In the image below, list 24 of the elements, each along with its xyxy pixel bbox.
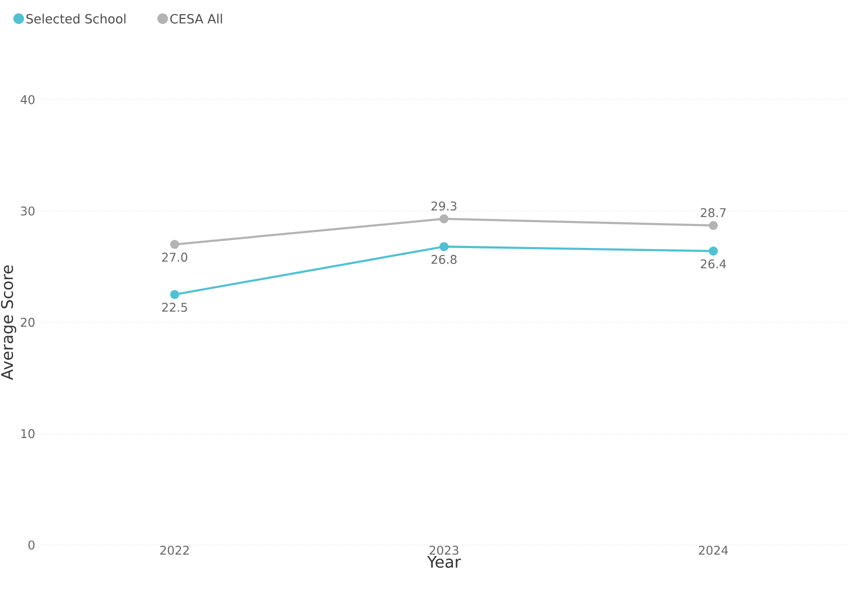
data-label: 22.5 xyxy=(162,302,187,312)
legend-label: CESA All xyxy=(170,14,222,24)
legend-label: Selected School xyxy=(26,14,126,24)
data-label: 28.7 xyxy=(700,208,726,218)
point xyxy=(170,240,180,249)
x-axis-title: Year xyxy=(427,556,461,568)
data-label: 26.8 xyxy=(432,254,457,264)
x-tick-label: 2024 xyxy=(698,546,728,555)
data-label: 27.0 xyxy=(162,252,188,262)
x-tick-label: 2022 xyxy=(160,546,189,555)
y-axis-title: Average Score xyxy=(0,265,16,380)
data-label: 26.4 xyxy=(700,259,726,268)
y-tick-label: 20 xyxy=(20,318,34,327)
point xyxy=(439,242,449,252)
point xyxy=(708,246,718,256)
data-label: 29.3 xyxy=(432,201,456,211)
point xyxy=(439,214,449,224)
y-tick-label: 30 xyxy=(20,206,34,216)
x-tick-label: 2023 xyxy=(430,546,458,555)
y-tick-label: 40 xyxy=(20,95,34,104)
y-tick-label: 10 xyxy=(21,429,34,438)
point xyxy=(708,220,718,230)
point xyxy=(170,290,180,300)
y-tick-label: 0 xyxy=(28,540,34,550)
